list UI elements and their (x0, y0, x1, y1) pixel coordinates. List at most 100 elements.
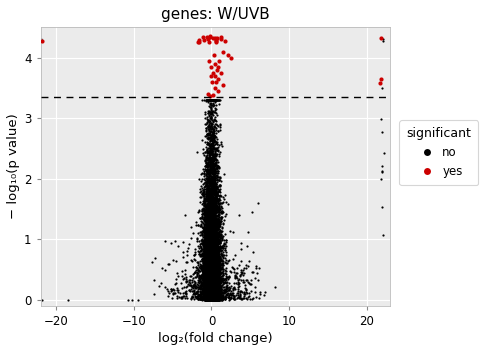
Point (209, 202, 217, 208)
Point (207, 122, 215, 128)
Point (216, 288, 224, 293)
Point (203, 297, 211, 303)
Point (207, 201, 215, 207)
Point (204, 264, 212, 269)
Point (206, 287, 214, 293)
Point (210, 263, 218, 269)
Point (191, 251, 199, 256)
Point (210, 289, 218, 295)
Point (210, 290, 218, 296)
Point (236, 280, 244, 285)
Point (213, 250, 221, 256)
Point (214, 241, 222, 247)
Point (204, 265, 212, 271)
Point (212, 295, 220, 301)
Point (205, 157, 213, 163)
Point (202, 245, 210, 250)
Point (206, 97, 214, 103)
Point (208, 297, 216, 303)
Point (207, 297, 215, 303)
Point (210, 272, 218, 277)
Point (202, 163, 210, 168)
Point (206, 295, 214, 301)
Point (214, 257, 222, 263)
Point (210, 249, 218, 255)
Point (206, 296, 214, 302)
Point (212, 152, 220, 157)
Point (212, 224, 220, 229)
Point (206, 297, 214, 303)
Point (230, 290, 237, 296)
Point (205, 248, 213, 253)
Point (206, 145, 214, 151)
Point (213, 256, 221, 262)
Point (207, 284, 215, 289)
Point (212, 221, 220, 227)
Point (211, 226, 219, 232)
Point (206, 297, 214, 303)
Point (210, 164, 218, 169)
Point (210, 252, 218, 258)
Point (189, 264, 197, 270)
Point (198, 207, 206, 213)
Point (210, 263, 218, 268)
Point (200, 234, 208, 239)
Point (205, 275, 213, 280)
Point (208, 64, 216, 69)
Point (211, 238, 219, 244)
Point (199, 263, 207, 268)
Point (209, 164, 217, 170)
Point (206, 297, 214, 303)
Point (210, 218, 218, 224)
Point (200, 294, 208, 300)
Point (217, 278, 225, 283)
Point (210, 297, 218, 303)
Point (209, 269, 217, 275)
Point (213, 221, 221, 227)
Point (212, 256, 220, 262)
Point (207, 297, 215, 303)
Point (210, 297, 218, 303)
Point (210, 265, 218, 271)
Point (204, 251, 212, 257)
Point (202, 183, 210, 189)
Point (206, 287, 214, 293)
Point (200, 289, 208, 295)
Point (208, 261, 216, 267)
Point (212, 73, 220, 78)
Point (206, 270, 214, 276)
Point (208, 97, 216, 103)
Point (207, 297, 215, 303)
Point (210, 250, 218, 256)
Point (217, 278, 225, 284)
Point (214, 252, 222, 258)
Point (204, 186, 212, 191)
Point (210, 266, 218, 271)
Point (208, 287, 216, 293)
Point (208, 297, 216, 303)
Point (204, 297, 212, 303)
Point (210, 297, 218, 303)
Point (215, 206, 223, 212)
Point (202, 297, 209, 303)
Point (202, 297, 209, 303)
Point (204, 295, 212, 301)
Point (206, 118, 214, 124)
Point (215, 212, 223, 218)
Point (208, 115, 216, 121)
Point (206, 270, 214, 276)
Point (212, 265, 220, 271)
Point (208, 217, 216, 222)
Point (210, 236, 218, 242)
Point (206, 232, 214, 238)
Point (206, 249, 214, 255)
Point (208, 297, 216, 303)
Point (208, 196, 216, 201)
Point (210, 168, 218, 174)
Point (200, 202, 208, 208)
Point (205, 280, 213, 286)
Point (208, 97, 216, 103)
Point (206, 270, 214, 275)
Point (203, 293, 211, 298)
Point (212, 254, 220, 259)
